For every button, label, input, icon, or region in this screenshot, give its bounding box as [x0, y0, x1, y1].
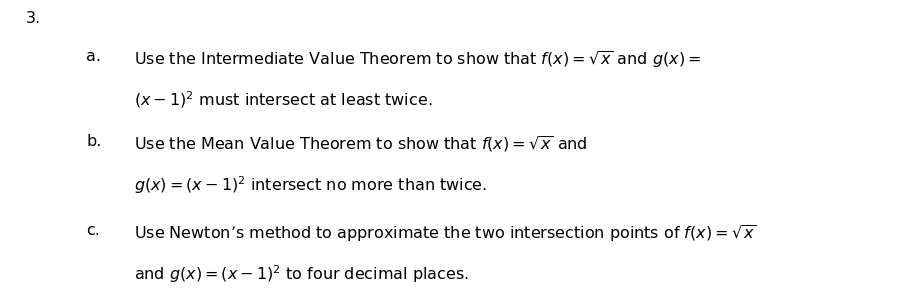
Text: and $g(x) = (x - 1)^2$ to four decimal places.: and $g(x) = (x - 1)^2$ to four decimal p…	[134, 263, 469, 285]
Text: $g(x) = (x - 1)^2$ intersect no more than twice.: $g(x) = (x - 1)^2$ intersect no more tha…	[134, 174, 487, 196]
Text: b.: b.	[86, 134, 102, 149]
Text: 3.: 3.	[25, 11, 41, 26]
Text: Use the Mean Value Theorem to show that $f(x) = \sqrt{x}$ and: Use the Mean Value Theorem to show that …	[134, 134, 588, 154]
Text: c.: c.	[86, 223, 100, 238]
Text: $(x - 1)^2$ must intersect at least twice.: $(x - 1)^2$ must intersect at least twic…	[134, 89, 433, 110]
Text: a.: a.	[86, 49, 102, 64]
Text: Use the Intermediate Value Theorem to show that $f(x) = \sqrt{x}$ and $g(x) =$: Use the Intermediate Value Theorem to sh…	[134, 49, 701, 70]
Text: Use Newton’s method to approximate the two intersection points of $f(x) = \sqrt{: Use Newton’s method to approximate the t…	[134, 223, 757, 244]
